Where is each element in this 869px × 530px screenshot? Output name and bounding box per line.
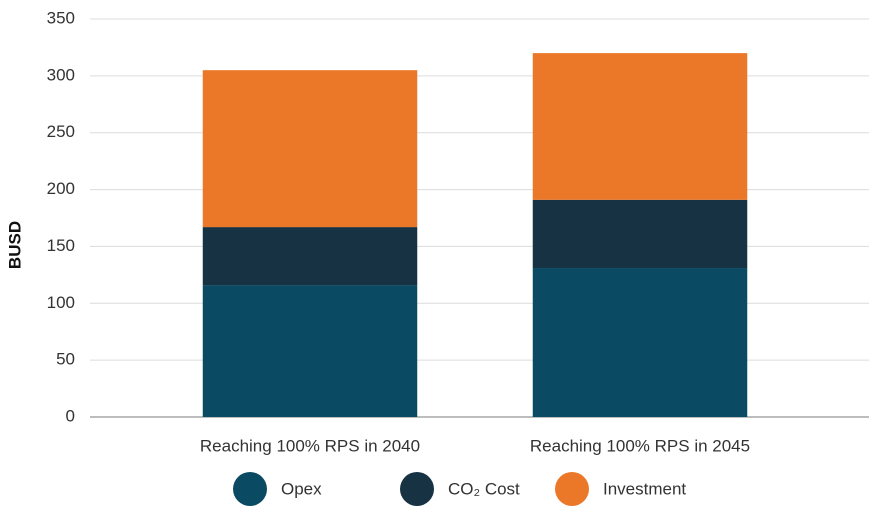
bar-segment (532, 199, 748, 269)
x-tick-label: Reaching 100% RPS in 2045 (530, 436, 750, 455)
legend-label: CO₂ Cost (448, 479, 520, 498)
bar-segment (202, 227, 418, 286)
legend-swatch (400, 472, 434, 506)
y-tick-label: 0 (66, 406, 75, 425)
y-tick-label: 150 (47, 236, 75, 255)
x-tick-label: Reaching 100% RPS in 2040 (200, 436, 420, 455)
bar-segment (202, 285, 418, 417)
legend-swatch (555, 472, 589, 506)
bar-segment (532, 53, 748, 200)
bar-segment (532, 268, 748, 417)
legend-swatch (233, 472, 267, 506)
bar-segment (202, 70, 418, 228)
legend-label: Investment (603, 479, 686, 498)
legend-label: Opex (281, 479, 322, 498)
y-tick-label: 250 (47, 122, 75, 141)
y-axis-label: BUSD (5, 221, 24, 269)
y-tick-label: 50 (56, 350, 75, 369)
y-tick-label: 350 (47, 8, 75, 27)
y-tick-label: 200 (47, 179, 75, 198)
y-tick-label: 100 (47, 293, 75, 312)
y-tick-label: 300 (47, 65, 75, 84)
